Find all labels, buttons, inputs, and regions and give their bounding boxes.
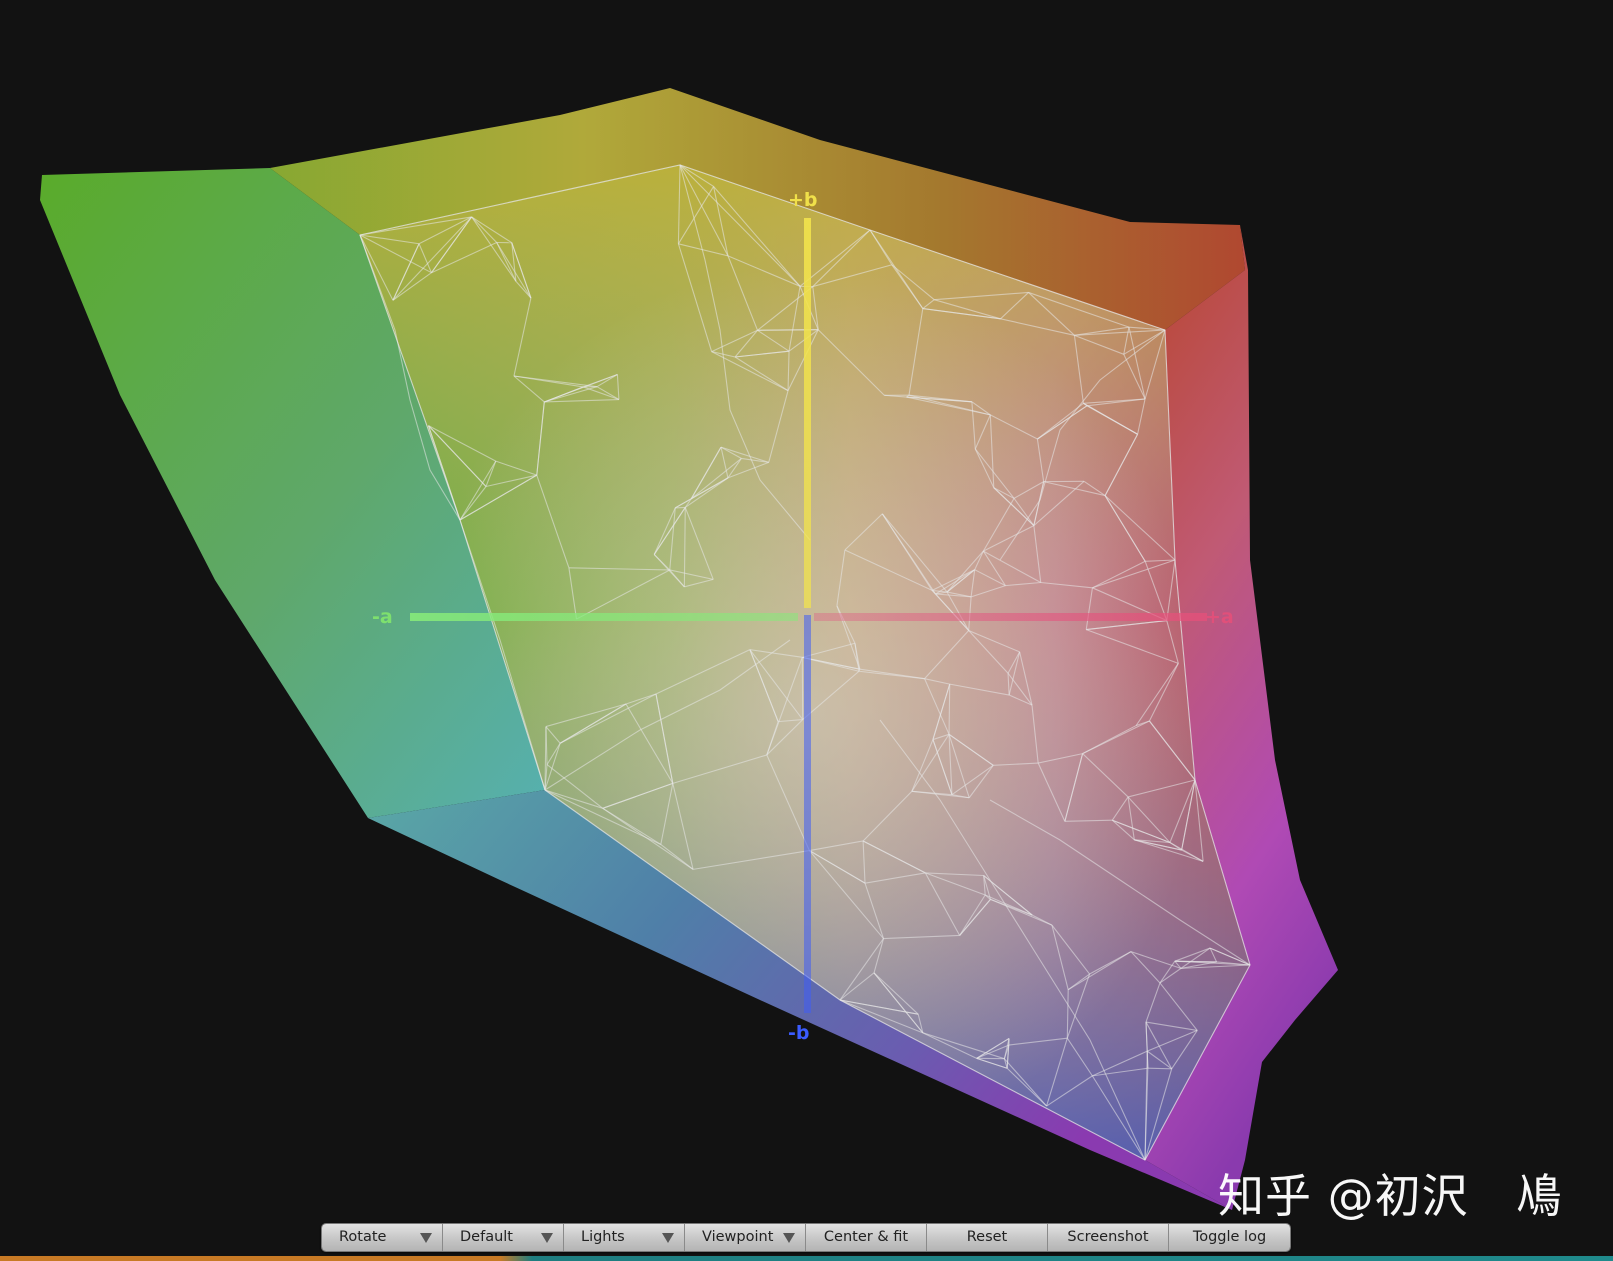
toggle-log-button[interactable]: Toggle log (1169, 1224, 1290, 1251)
viewpoint-dropdown[interactable]: Viewpoint (685, 1224, 806, 1251)
wireframe-edge (1148, 1068, 1172, 1069)
center-fit-button[interactable]: Center & fit (806, 1224, 927, 1251)
outer-gamut-hull (40, 88, 1338, 1210)
toggle-log-label: Toggle log (1169, 1224, 1290, 1251)
wireframe-edge (949, 684, 950, 734)
screenshot-button[interactable]: Screenshot (1048, 1224, 1169, 1251)
lights-dropdown[interactable]: Lights (564, 1224, 685, 1251)
axis-label-plus-b: +b (788, 189, 818, 211)
axis-label-plus-a: +a (1205, 606, 1234, 628)
axis-plus-a-line (814, 613, 1207, 621)
axis-label-minus-a: -a (372, 606, 393, 628)
chevron-down-icon (541, 1233, 553, 1243)
default-label: Default (460, 1224, 513, 1251)
lights-label: Lights (581, 1224, 625, 1251)
axis-plus-b-line (804, 218, 811, 608)
center-fit-label: Center & fit (806, 1224, 926, 1251)
window-bottom-strip (0, 1256, 1613, 1261)
axis-minus-a-line (410, 613, 798, 621)
viewpoint-label: Viewpoint (702, 1224, 773, 1251)
axis-label-minus-b: -b (788, 1022, 810, 1044)
reset-label: Reset (927, 1224, 1047, 1251)
screenshot-label: Screenshot (1048, 1224, 1168, 1251)
chevron-down-icon (420, 1233, 432, 1243)
chevron-down-icon (662, 1233, 674, 1243)
rotate-label: Rotate (339, 1224, 386, 1251)
default-dropdown[interactable]: Default (443, 1224, 564, 1251)
rotate-dropdown[interactable]: Rotate (322, 1224, 443, 1251)
wireframe-edge (1175, 961, 1217, 962)
reset-button[interactable]: Reset (927, 1224, 1048, 1251)
chevron-down-icon (783, 1233, 795, 1243)
axis-minus-b-line (804, 615, 811, 1013)
watermark-text: 知乎 @初沢 鳰 (1218, 1160, 1563, 1226)
viewer-toolbar: Rotate Default Lights Viewpoint Center &… (321, 1223, 1291, 1252)
